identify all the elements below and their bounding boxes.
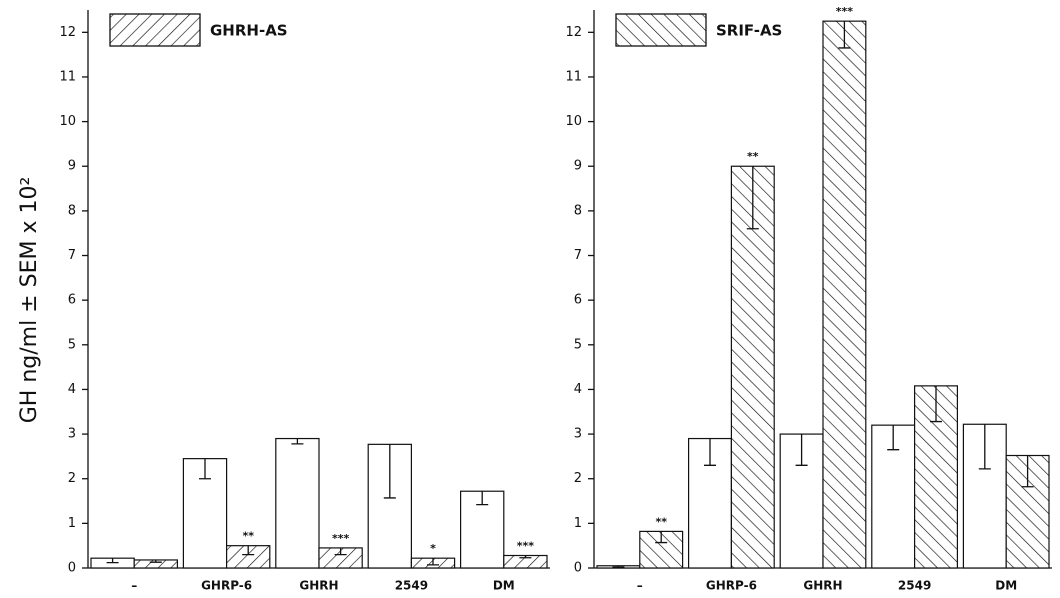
y-axis-label: GH ng/ml ± SEM x 10² xyxy=(17,177,42,424)
y-tick-label: 9 xyxy=(574,159,582,174)
error-bar xyxy=(199,458,211,480)
error-bar xyxy=(746,166,759,230)
x-tick-label: – xyxy=(637,579,643,593)
significance-label: ** xyxy=(655,515,667,528)
significance-label: ** xyxy=(242,530,254,543)
y-tick-label: 5 xyxy=(68,337,76,352)
legend-swatch xyxy=(109,13,201,47)
y-tick-label: 3 xyxy=(574,427,582,442)
y-tick-label: 1 xyxy=(574,516,582,531)
bar xyxy=(275,437,320,569)
error-bar xyxy=(149,559,162,563)
error-bar xyxy=(334,547,347,556)
error-bar xyxy=(519,555,532,559)
error-bar xyxy=(1021,455,1034,488)
y-tick-label: 4 xyxy=(574,382,582,397)
y-tick-label: 7 xyxy=(68,248,76,263)
error-bar xyxy=(291,438,304,445)
y-tick-label: 2 xyxy=(68,471,76,486)
y-tick-label: 1 xyxy=(68,516,76,531)
y-tick-label: 9 xyxy=(68,159,76,174)
error-bar xyxy=(704,438,716,466)
error-bar xyxy=(476,491,489,506)
x-tick-label: – xyxy=(131,579,137,593)
error-bar xyxy=(383,444,396,499)
error-bar xyxy=(887,425,900,451)
error-bar xyxy=(978,424,991,470)
x-tick-label: GHRP-6 xyxy=(201,579,252,593)
x-tick-label: GHRP-6 xyxy=(706,579,757,593)
x-tick-label: GHRH xyxy=(299,579,338,593)
y-tick-label: 7 xyxy=(574,248,582,263)
error-bar xyxy=(930,385,942,423)
significance-label: *** xyxy=(332,532,350,545)
x-tick-label: 2549 xyxy=(898,579,931,593)
legend-label: SRIF-AS xyxy=(716,22,782,40)
x-tick-label: DM xyxy=(493,579,515,593)
x-tick-label: 2549 xyxy=(395,579,428,593)
y-tick-label: 8 xyxy=(574,203,582,218)
error-bar xyxy=(655,531,668,544)
y-tick-label: 11 xyxy=(565,69,582,84)
y-tick-label: 11 xyxy=(59,69,76,84)
error-bar xyxy=(612,565,625,568)
significance-label: *** xyxy=(836,5,854,18)
y-tick-label: 0 xyxy=(574,561,582,576)
y-tick-label: 5 xyxy=(574,337,582,352)
y-tick-label: 4 xyxy=(68,382,76,397)
y-tick-label: 6 xyxy=(574,293,582,308)
y-tick-label: 12 xyxy=(565,25,582,40)
y-tick-label: 10 xyxy=(59,114,76,129)
y-tick-label: 8 xyxy=(68,203,76,218)
y-tick-label: 6 xyxy=(68,293,76,308)
significance-label: *** xyxy=(517,540,535,553)
legend-swatch xyxy=(615,13,707,47)
y-tick-label: 2 xyxy=(574,471,582,486)
y-tick-label: 0 xyxy=(68,561,76,576)
error-bar xyxy=(838,21,851,49)
y-tick-label: 12 xyxy=(59,25,76,40)
x-tick-label: DM xyxy=(995,579,1017,593)
y-tick-label: 3 xyxy=(68,427,76,442)
legend-label: GHRH-AS xyxy=(210,22,288,40)
error-bar xyxy=(242,545,255,556)
bar xyxy=(730,165,775,569)
error-bar xyxy=(795,434,808,466)
error-bar xyxy=(427,558,439,566)
y-tick-label: 10 xyxy=(565,114,582,129)
x-tick-label: GHRH xyxy=(803,579,842,593)
significance-label: * xyxy=(430,542,436,555)
significance-label: ** xyxy=(747,150,759,163)
error-bar xyxy=(106,558,119,564)
bar xyxy=(822,20,867,569)
